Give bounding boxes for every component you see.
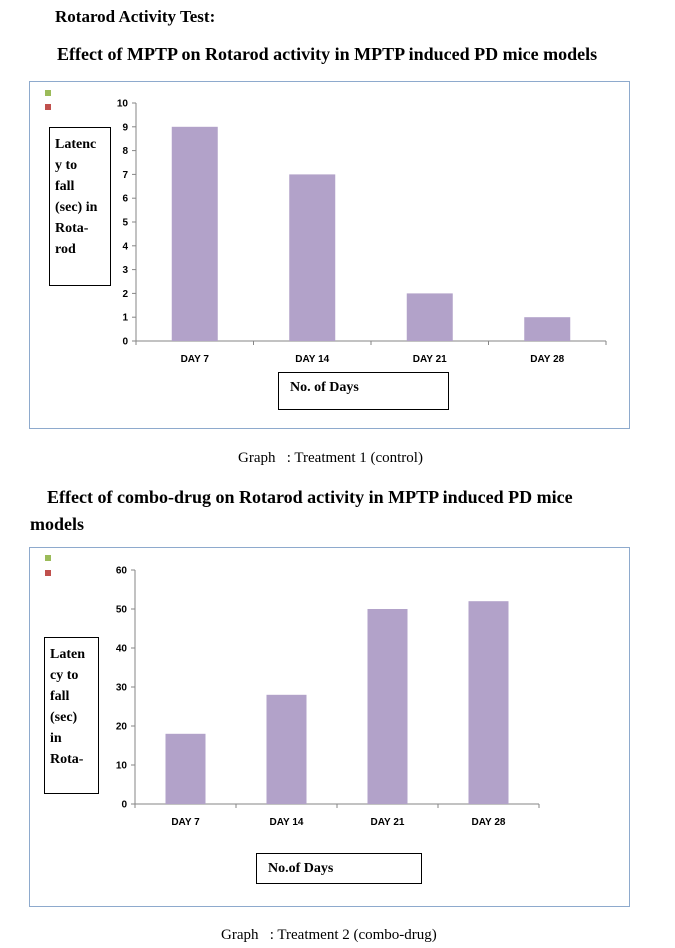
- chart2-y-tick-label: 10: [116, 761, 128, 772]
- chart1-y-tick-label: 8: [122, 146, 128, 157]
- chart1-y-tick-label: 9: [122, 122, 128, 133]
- chart2-title: Effect of combo-drug on Rotarod activity…: [30, 487, 573, 534]
- chart1-frame: 0 1 2 3 4 5 6 7 8 9 10 DAY 7 DAY 14 DAY 21 DAY 28 Late…: [29, 81, 630, 429]
- chart1-y-tick-label: 6: [122, 194, 128, 205]
- chart2-y-tick-label: 30: [116, 683, 128, 694]
- section-title: Rotarod Activity Test:: [55, 7, 216, 26]
- chart2-frame: 0 10 20 30 40 50 60 DAY 7 DAY 14 DAY 21 DAY 28 Lat…: [29, 547, 630, 907]
- chart1-x-tick-label: DAY 21: [413, 354, 447, 365]
- chart1-bar: [524, 317, 571, 341]
- chart2-bar: [165, 733, 206, 804]
- chart2-bar: [468, 601, 509, 804]
- chart1-y-tick-label: 3: [122, 265, 128, 276]
- chart1-xlabel: No. of Days: [278, 372, 449, 410]
- chart2-bar: [266, 694, 307, 804]
- chart2-y-tick-label: 0: [121, 800, 127, 811]
- chart2-y-tick-label: 50: [116, 605, 128, 616]
- chart1-y-tick-label: 7: [122, 170, 128, 181]
- chart2-y-tick-label: 20: [116, 722, 128, 733]
- chart2-x-tick-label: DAY 14: [270, 817, 304, 828]
- chart1-y-tick-label: 4: [122, 241, 128, 252]
- chart2-ylabel: Laten cy to fall (sec) in Rota-: [44, 637, 99, 794]
- chart1-title: Effect of MPTP on Rotarod activity in MP…: [57, 44, 598, 64]
- chart2-x-tick-label: DAY 28: [472, 817, 506, 828]
- chart1-bar: [171, 126, 218, 341]
- chart2-legend-green-marker: [45, 555, 51, 561]
- chart2-xlabel: No.of Days: [256, 853, 422, 884]
- chart1-x-tick-label: DAY 14: [295, 354, 329, 365]
- chart1-caption: Graph : Treatment 1 (control): [238, 450, 423, 466]
- chart1-x-tick-label: DAY 28: [530, 354, 564, 365]
- chart2-legend-red-marker: [45, 570, 51, 576]
- chart1-bar: [289, 174, 336, 341]
- chart1-ylabel: Latenc y to fall (sec) in Rota- rod: [49, 127, 111, 286]
- chart1-y-tick-label: 2: [122, 289, 128, 300]
- chart1-legend-green-marker: [45, 90, 51, 96]
- chart1-y-tick-label: 5: [122, 218, 128, 229]
- chart2-bar: [367, 609, 408, 804]
- chart1-y-tick-label: 1: [122, 313, 128, 324]
- chart1-y-tick-label: 10: [117, 99, 129, 110]
- chart1-legend-red-marker: [45, 104, 51, 110]
- chart2-x-tick-label: DAY 21: [371, 817, 405, 828]
- chart2-x-tick-label: DAY 7: [171, 817, 200, 828]
- chart1-bar: [406, 293, 453, 341]
- chart2-caption: Graph : Treatment 2 (combo-drug): [221, 927, 437, 943]
- chart2-y-tick-label: 40: [116, 644, 128, 655]
- chart1-plot: 0 1 2 3 4 5 6 7 8 9 10 DAY 7 DAY 14 DAY 21 DAY 28: [117, 99, 607, 365]
- chart1-y-tick-label: 0: [122, 337, 128, 348]
- chart2-y-tick-label: 60: [116, 566, 128, 577]
- chart2-plot: 0 10 20 30 40 50 60 DAY 7 DAY 14 DAY 21 DAY 28: [116, 566, 540, 828]
- chart1-x-tick-label: DAY 7: [181, 354, 210, 365]
